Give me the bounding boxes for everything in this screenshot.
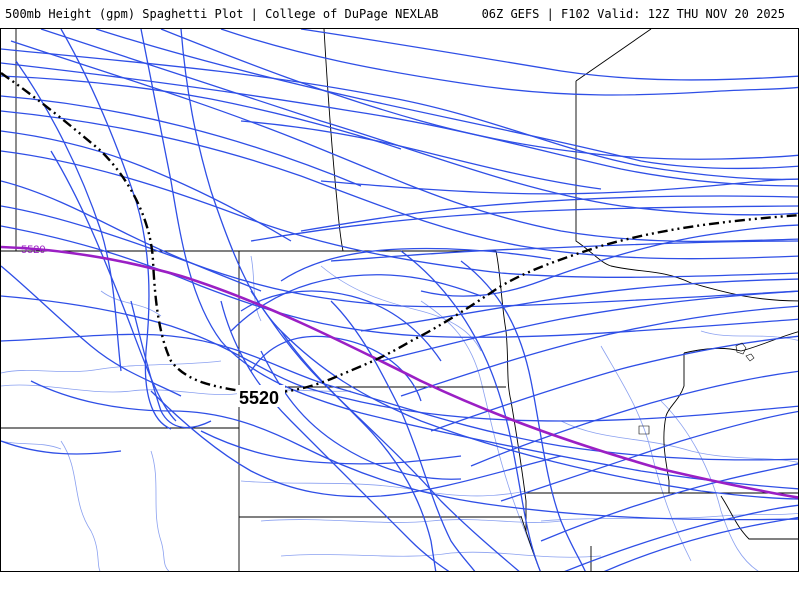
plot-title: 500mb Height (gpm) Spaghetti Plot | Coll… [5, 7, 439, 21]
climatology-label: 5520 [21, 244, 45, 256]
map-canvas: 5520 5520 [1, 29, 798, 571]
rivers [1, 255, 798, 571]
plot-header: 500mb Height (gpm) Spaghetti Plot | Coll… [0, 0, 800, 28]
map-panel: 5520 5520 [0, 28, 799, 572]
ensemble-member-contours [1, 29, 798, 571]
ensemble-mean-line [1, 72, 798, 395]
run-valid-time: 06Z GEFS | F102 Valid: 12Z THU NOV 20 20… [481, 7, 785, 21]
map-detail-marks [638, 342, 755, 435]
ensemble-mean-label: 5520 [239, 388, 279, 408]
climatology-line [1, 245, 798, 499]
climatology-contour: 5520 [1, 244, 798, 499]
ensemble-mean-contour: 5520 [1, 72, 798, 408]
